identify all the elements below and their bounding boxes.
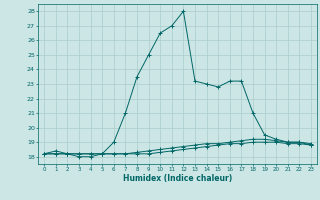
X-axis label: Humidex (Indice chaleur): Humidex (Indice chaleur) — [123, 174, 232, 183]
